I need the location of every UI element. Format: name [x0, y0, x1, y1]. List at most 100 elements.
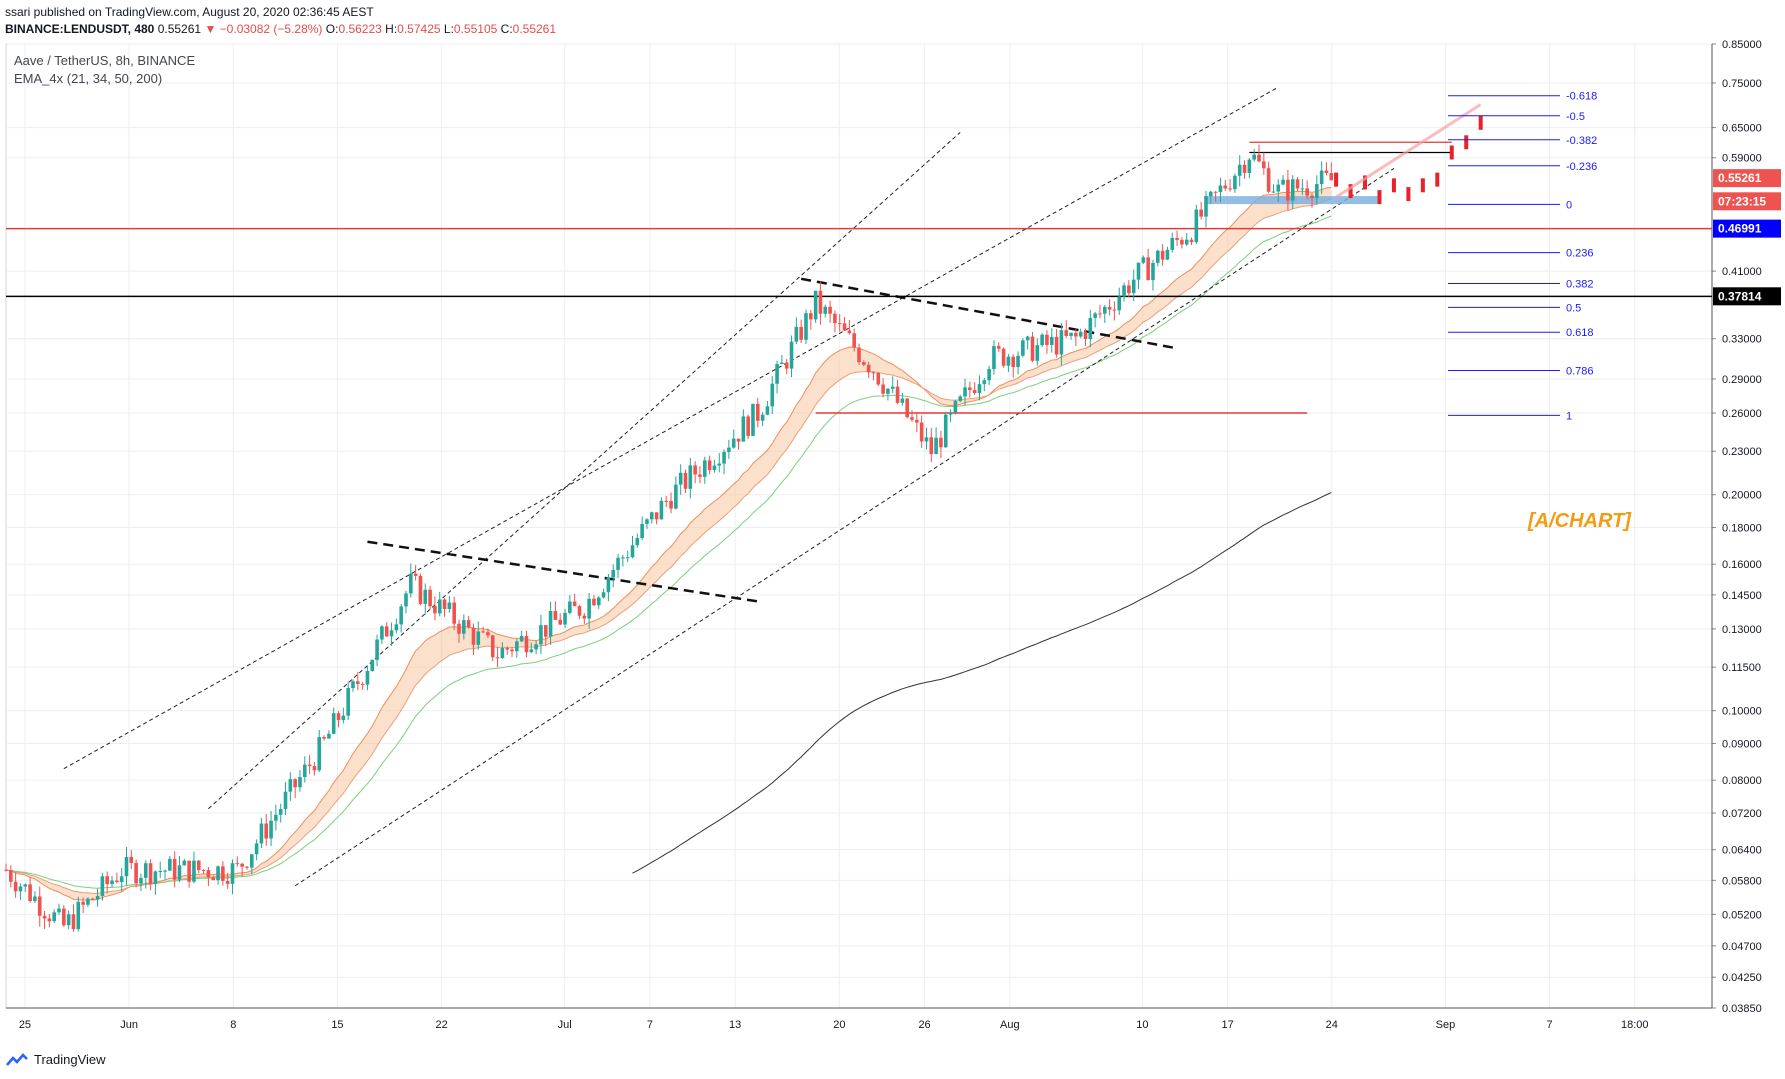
candle-body: [780, 362, 784, 365]
candle: [384, 622, 389, 637]
candle-body: [168, 858, 172, 871]
candle: [683, 469, 688, 494]
candle: [895, 379, 900, 405]
candle: [515, 638, 519, 658]
candle: [211, 875, 216, 881]
candle: [172, 851, 177, 888]
candle: [288, 772, 293, 801]
candle-body: [245, 866, 249, 868]
y-tick-label: 0.18000: [1722, 523, 1762, 535]
candle-body: [500, 648, 505, 659]
candle: [751, 403, 755, 437]
candle-body: [1170, 237, 1175, 250]
candle: [702, 456, 707, 484]
candle: [481, 626, 485, 634]
projection-candle: [1449, 145, 1454, 160]
candle: [230, 859, 235, 895]
candle: [645, 518, 649, 529]
candle: [659, 497, 664, 520]
candle-body: [1059, 330, 1064, 355]
candle: [1315, 175, 1319, 205]
candle: [1189, 237, 1194, 246]
candle-body: [1233, 175, 1237, 190]
candle-body: [939, 437, 943, 448]
y-tick-label: 0.75000: [1722, 78, 1762, 90]
candle-body: [943, 414, 948, 448]
candle-body: [683, 472, 688, 489]
candle: [225, 872, 230, 889]
fib-level-label: 0.786: [1566, 366, 1594, 378]
candle: [1228, 179, 1232, 192]
candle-body: [413, 573, 418, 576]
candle-body: [770, 383, 775, 407]
candle: [1223, 179, 1228, 191]
candle: [1266, 161, 1271, 194]
candle: [1180, 237, 1184, 249]
fib-level-label: 0.5: [1566, 302, 1581, 314]
candle: [302, 756, 307, 783]
candle-body: [606, 577, 611, 593]
price-tag: 0.46991: [1713, 219, 1781, 238]
candle-body: [1300, 188, 1305, 190]
y-tick-label: 0.26000: [1722, 408, 1762, 420]
candle: [95, 888, 100, 907]
candle-body: [577, 606, 582, 616]
candle-body: [915, 419, 919, 423]
price-tag: 0.37814: [1713, 287, 1781, 306]
candle-body: [1054, 336, 1059, 355]
candle-body: [1281, 179, 1285, 185]
candle-body: [857, 347, 861, 363]
candle: [1093, 311, 1097, 328]
y-tick-label: 0.23000: [1722, 446, 1762, 458]
x-tick-label: 25: [19, 1019, 31, 1031]
candle: [9, 865, 13, 888]
ema-34-line: [5, 198, 1332, 894]
candle: [221, 861, 225, 886]
candle: [148, 859, 153, 891]
x-tick-label: 18:00: [1621, 1019, 1649, 1031]
candle: [616, 553, 620, 579]
price-tag-label: 0.37814: [1718, 289, 1762, 303]
open-label: O:: [325, 22, 339, 36]
y-tick-label: 0.06400: [1722, 845, 1762, 857]
x-tick-label: 24: [1326, 1019, 1338, 1031]
tradingview-logo[interactable]: TradingView: [6, 1052, 106, 1067]
candle-body: [996, 346, 1001, 349]
symbol-label: BINANCE:LENDUSDT, 480: [5, 22, 155, 36]
candle: [1107, 299, 1112, 316]
last-price: 0.55261: [157, 22, 202, 36]
candle-body: [139, 877, 143, 884]
candle: [1194, 204, 1199, 245]
candle-body: [809, 313, 813, 320]
candle: [669, 492, 673, 514]
ema-50-line: [5, 215, 1332, 889]
candle-body: [804, 313, 808, 340]
candle-body: [249, 854, 254, 868]
candle: [1059, 323, 1064, 366]
y-tick-label: 0.07200: [1722, 808, 1762, 820]
candle-body: [751, 403, 755, 436]
candle-body: [548, 610, 553, 637]
price-tag-bg: [1713, 192, 1781, 211]
candle: [1040, 332, 1044, 348]
candle-body: [963, 387, 967, 397]
candle: [476, 621, 481, 650]
candle: [789, 335, 794, 378]
candle: [245, 865, 249, 870]
candle: [1102, 304, 1107, 323]
candle-body: [784, 362, 789, 369]
candle-body: [515, 641, 519, 652]
candle-body: [1074, 332, 1078, 337]
candle: [336, 711, 341, 728]
candle: [1252, 149, 1256, 162]
candle: [182, 858, 187, 866]
candle-body: [587, 598, 591, 619]
candle: [187, 860, 191, 888]
candle-body: [423, 589, 428, 604]
candle-body: [625, 557, 630, 559]
candle-body: [1228, 188, 1232, 190]
candle-body: [842, 323, 847, 331]
candle-body: [274, 814, 278, 821]
candle-body: [592, 598, 596, 606]
